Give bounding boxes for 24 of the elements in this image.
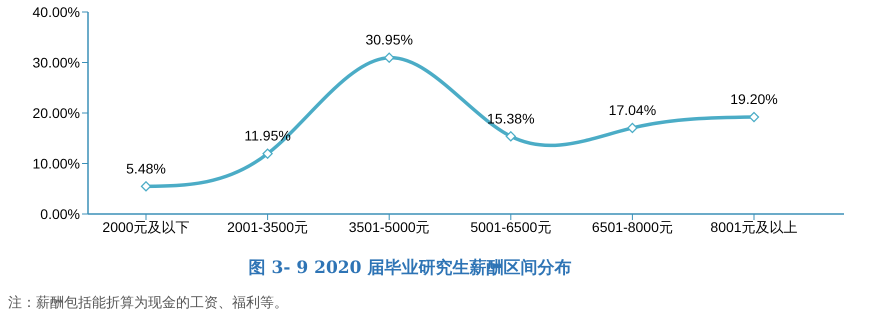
y-tick-label: 40.00% (32, 4, 80, 20)
point (627, 122, 638, 134)
x-tick-label: 2000元及以下 (102, 218, 190, 235)
x-tick-label: 6501-8000元 (592, 218, 673, 235)
x-tick-label: 8001元及以上 (710, 218, 798, 235)
y-tick-label: 10.00% (32, 155, 80, 172)
point (262, 148, 273, 159)
point (506, 131, 516, 142)
point (140, 181, 152, 192)
x-tick-label: 3501-5000元 (348, 218, 430, 235)
y-tick-label: 20.00% (32, 104, 80, 121)
x-tick-label: 5001-6500元 (470, 218, 552, 235)
point (384, 52, 394, 63)
point (748, 112, 760, 122)
data-label: 15.38% (487, 110, 535, 126)
text: 注：薪酬包括能折算为现金的工资、福利等。 (8, 294, 288, 312)
y-tick-label: 0.00% (40, 206, 80, 222)
text: 图 3- 9 2020 届毕业研究生薪酬区间分布 (248, 257, 572, 279)
y-tick-label: 30.00% (32, 54, 80, 70)
data-label: 30.95% (365, 32, 413, 48)
data-label: 5.48% (126, 160, 166, 176)
data-label: 19.20% (730, 91, 778, 108)
x-tick-label: 2001-3500元 (227, 218, 308, 235)
data-label: 17.04% (608, 102, 656, 118)
